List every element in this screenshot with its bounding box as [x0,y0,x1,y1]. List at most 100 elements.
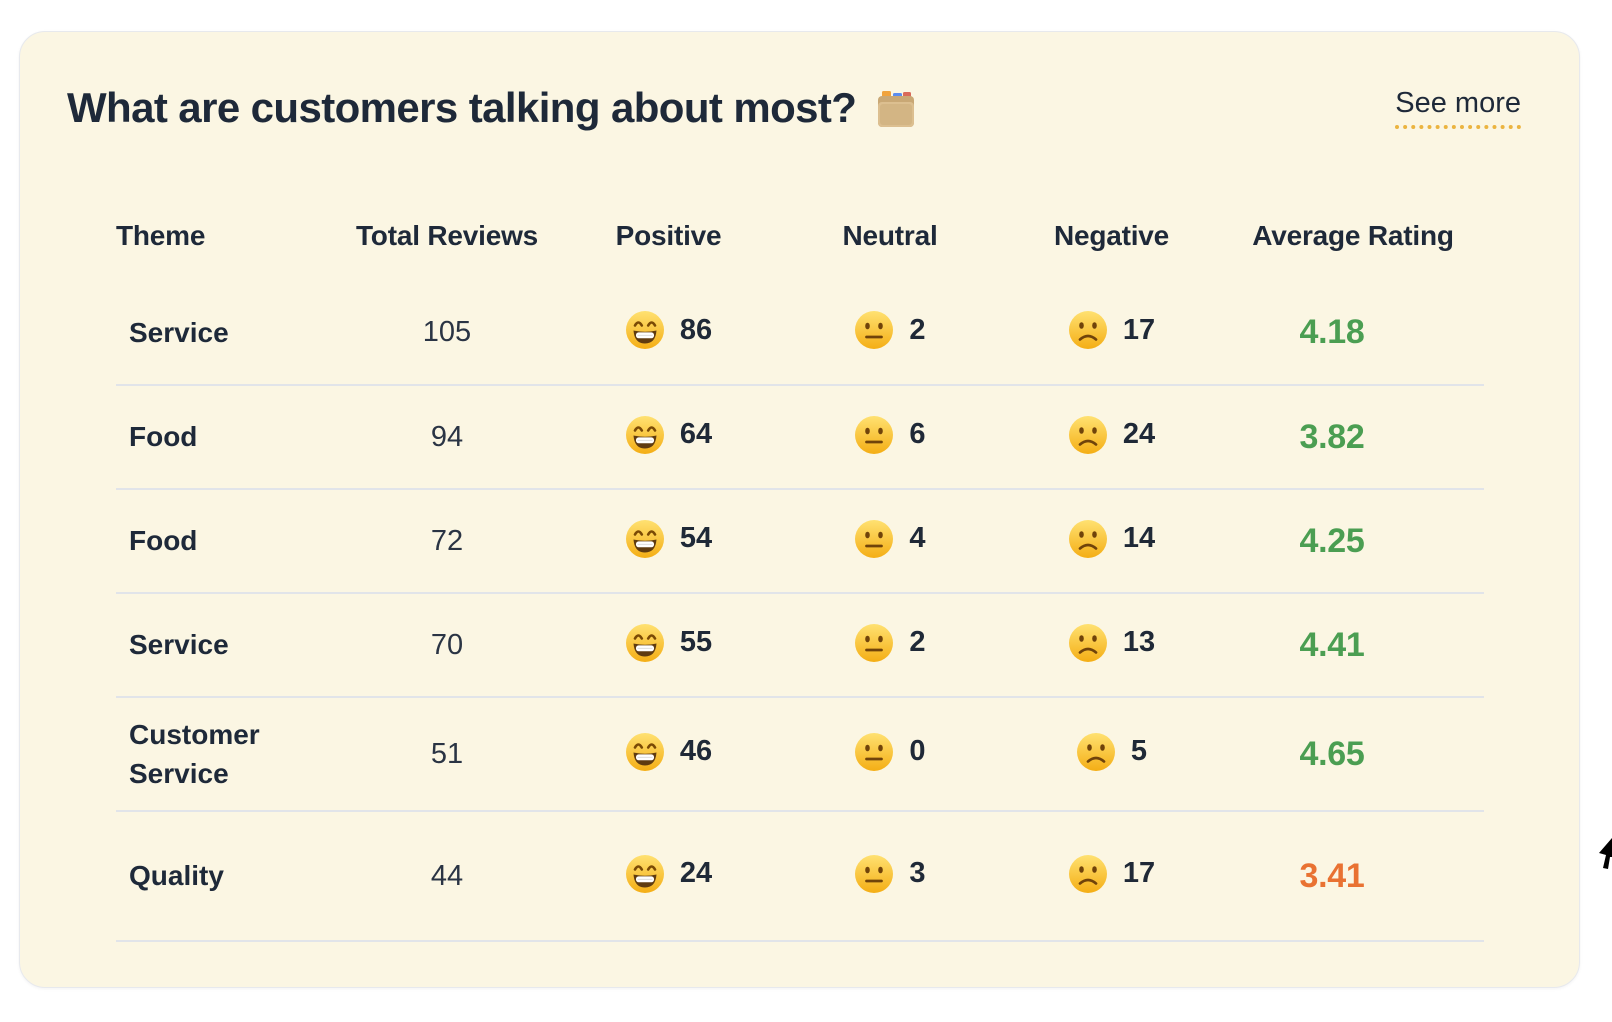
beaming-face-icon [625,519,664,558]
theme-label: Service [129,316,229,348]
col-header-neutral: Neutral [842,220,938,251]
negative-cell: 24 [1001,385,1222,489]
col-header-average-rating: Average Rating [1252,220,1454,251]
average-rating-value: 3.82 [1299,417,1365,456]
col-header-theme: Theme [116,220,206,251]
frowning-face-icon [1068,519,1107,558]
neutral-cell: 0 [779,697,1001,811]
negative-count: 5 [1130,735,1148,767]
neutral-cell: 2 [779,281,1001,385]
theme-cell: Service [116,281,336,385]
theme-cell: Service [116,593,336,697]
average-rating-value: 4.65 [1299,734,1365,773]
table-row: Service 105 86 [116,281,1484,385]
theme-cell: Quality [116,811,336,941]
positive-count: 24 [679,857,713,889]
frowning-face-icon [1068,854,1107,893]
themes-card: What are customers talking about most? S… [19,31,1580,988]
positive-cell: 55 [558,593,779,697]
table-row: Quality 44 24 [116,811,1484,941]
negative-cell: 17 [1001,811,1222,941]
positive-cell: 54 [558,489,779,593]
positive-count: 54 [679,522,713,554]
negative-count: 14 [1122,522,1156,554]
neutral-face-icon [855,311,894,349]
average-rating-value: 4.18 [1299,313,1365,351]
neutral-face-icon [855,732,894,771]
negative-count: 24 [1122,418,1156,450]
neutral-count: 3 [909,857,926,889]
col-header-negative: Negative [1053,220,1170,251]
card-title: What are customers talking about most? [67,84,857,131]
total-reviews-cell: 94 [336,385,558,489]
average-rating-cell: 4.18 [1222,281,1484,385]
positive-cell: 64 [558,385,779,489]
average-rating-value: 4.25 [1299,521,1365,560]
table-row: Service 70 55 [116,593,1484,697]
negative-count: 17 [1122,313,1156,346]
neutral-cell: 4 [779,489,1001,593]
total-reviews-value: 44 [430,859,464,892]
average-rating-cell: 3.41 [1222,811,1484,941]
positive-cell: 46 [558,697,779,811]
total-reviews-cell: 44 [336,811,558,941]
card-index-dividers-icon [878,91,915,127]
table-row: Food 94 64 [116,385,1484,489]
theme-label: Food [129,525,198,557]
see-more-link[interactable]: See more [1395,87,1521,129]
average-rating-value: 3.41 [1299,856,1365,895]
positive-count: 64 [679,418,713,450]
theme-label: Quality [129,860,224,892]
mouse-cursor-icon [1599,838,1612,869]
themes-table: Theme Total Reviews Positive Neutral Neg… [116,191,1484,942]
theme-label: Food [129,421,198,453]
total-reviews-cell: 70 [336,593,558,697]
total-reviews-cell: 105 [336,281,558,385]
negative-cell: 13 [1001,593,1222,697]
positive-count: 55 [679,626,713,658]
neutral-cell: 6 [779,385,1001,489]
table-header: Theme Total Reviews Positive Neutral Neg… [116,191,1484,281]
total-reviews-cell: 72 [336,489,558,593]
total-reviews-value: 51 [430,737,464,770]
theme-label: Service [129,629,229,661]
theme-cell: Food [116,489,336,593]
negative-cell: 14 [1001,489,1222,593]
negative-cell: 5 [1001,697,1222,811]
neutral-face-icon [855,623,894,662]
positive-cell: 86 [558,281,779,385]
total-reviews-value: 105 [422,316,472,348]
col-header-total-reviews: Total Reviews [355,220,539,251]
neutral-count: 4 [909,522,926,554]
negative-count: 13 [1122,626,1156,658]
frowning-face-icon [1068,623,1107,662]
neutral-count: 6 [909,418,926,450]
beaming-face-icon [625,732,664,771]
neutral-count: 0 [909,735,926,767]
total-reviews-value: 94 [430,420,464,453]
frowning-face-icon [1068,415,1107,454]
neutral-cell: 3 [779,811,1001,941]
average-rating-cell: 4.41 [1222,593,1484,697]
neutral-face-icon [855,415,894,454]
average-rating-value: 4.41 [1299,625,1365,664]
beaming-face-icon [625,623,664,662]
theme-cell: Food [116,385,336,489]
table-row: Customer Service 51 46 [116,697,1484,811]
total-reviews-value: 70 [430,628,464,661]
neutral-count: 2 [909,626,926,658]
themes-table-body: Service 105 86 [116,281,1484,941]
theme-cell: Customer Service [116,697,336,811]
average-rating-cell: 4.65 [1222,697,1484,811]
average-rating-cell: 4.25 [1222,489,1484,593]
negative-cell: 17 [1001,281,1222,385]
table-row: Food 72 54 [116,489,1484,593]
beaming-face-icon [625,415,664,454]
total-reviews-value: 72 [430,524,464,557]
average-rating-cell: 3.82 [1222,385,1484,489]
card-header: What are customers talking about most? S… [20,32,1579,134]
positive-cell: 24 [558,811,779,941]
frowning-face-icon [1068,311,1107,349]
positive-count: 86 [679,313,713,346]
col-header-positive: Positive [615,220,722,251]
